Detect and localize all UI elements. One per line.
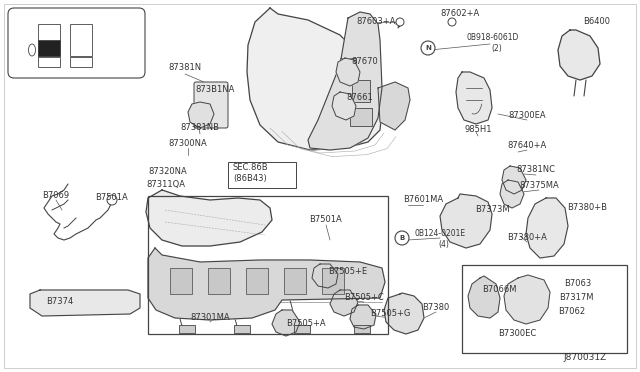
Polygon shape	[468, 276, 500, 318]
Polygon shape	[500, 180, 524, 208]
Bar	[234, 325, 250, 333]
Bar	[38, 57, 60, 67]
Circle shape	[448, 18, 456, 26]
Polygon shape	[30, 290, 140, 316]
Bar	[462, 265, 627, 353]
Text: B7300EC: B7300EC	[498, 330, 536, 339]
Text: B7317M: B7317M	[559, 294, 593, 302]
Bar	[208, 268, 230, 294]
Text: 87603+A: 87603+A	[356, 17, 396, 26]
Text: 985H1: 985H1	[464, 125, 492, 135]
Text: B: B	[399, 235, 404, 241]
Bar	[350, 108, 372, 126]
Bar	[38, 24, 60, 56]
Bar	[322, 268, 344, 294]
Bar	[70, 24, 92, 56]
Text: 87301MA: 87301MA	[190, 314, 230, 323]
Text: (2): (2)	[492, 44, 502, 52]
Bar	[170, 268, 192, 294]
Bar	[38, 40, 60, 56]
Circle shape	[396, 18, 404, 26]
Text: 87300NA: 87300NA	[168, 138, 207, 148]
Polygon shape	[146, 190, 272, 246]
Text: (4): (4)	[438, 240, 449, 248]
Text: B7501A: B7501A	[310, 215, 342, 224]
Text: 87640+A: 87640+A	[508, 141, 547, 150]
Text: 87602+A: 87602+A	[440, 10, 479, 19]
Text: B7505+E: B7505+E	[328, 267, 367, 276]
Text: 0B918-6061D: 0B918-6061D	[467, 33, 519, 42]
Text: 87661: 87661	[347, 93, 373, 103]
Text: B7063: B7063	[564, 279, 591, 289]
Text: B6400: B6400	[584, 17, 611, 26]
Text: B7374: B7374	[46, 298, 74, 307]
FancyBboxPatch shape	[8, 8, 145, 78]
Text: B7373M: B7373M	[475, 205, 509, 215]
Text: B7062: B7062	[559, 307, 586, 315]
Polygon shape	[440, 194, 492, 248]
Polygon shape	[526, 198, 568, 258]
Text: 87381NC: 87381NC	[516, 166, 556, 174]
Text: B7069: B7069	[42, 192, 70, 201]
Bar	[179, 325, 195, 333]
Bar	[148, 196, 388, 334]
Text: SEC.86B: SEC.86B	[232, 164, 268, 173]
Text: 87381NB: 87381NB	[180, 124, 220, 132]
Polygon shape	[350, 305, 376, 329]
Polygon shape	[456, 72, 492, 124]
Text: 87375MA: 87375MA	[519, 180, 559, 189]
Bar	[246, 268, 268, 294]
Text: 87300EA: 87300EA	[508, 112, 546, 121]
Bar	[70, 57, 92, 67]
Circle shape	[395, 231, 409, 245]
Text: B7380+A: B7380+A	[507, 234, 547, 243]
Text: 87670: 87670	[351, 58, 378, 67]
Bar	[340, 58, 356, 72]
Circle shape	[107, 195, 117, 205]
Polygon shape	[504, 275, 550, 324]
Bar	[284, 268, 306, 294]
Bar	[228, 162, 296, 188]
Ellipse shape	[29, 44, 35, 56]
Polygon shape	[247, 8, 382, 150]
Bar	[294, 325, 310, 333]
Polygon shape	[336, 58, 360, 86]
Polygon shape	[384, 293, 424, 334]
Text: B7066M: B7066M	[482, 285, 516, 295]
Polygon shape	[332, 92, 356, 120]
Bar	[352, 80, 370, 102]
Text: 87381N: 87381N	[168, 64, 202, 73]
Text: 873B1NA: 873B1NA	[195, 86, 235, 94]
Polygon shape	[378, 82, 410, 130]
Text: J870031Z: J870031Z	[563, 353, 607, 362]
Text: B7505+C: B7505+C	[344, 294, 384, 302]
Text: B7505+A: B7505+A	[286, 320, 326, 328]
Text: N: N	[425, 45, 431, 51]
Text: B7601MA: B7601MA	[403, 196, 443, 205]
Text: B7505+G: B7505+G	[370, 310, 410, 318]
Text: B7380+B: B7380+B	[567, 203, 607, 212]
Polygon shape	[188, 102, 214, 128]
Text: 87311QA: 87311QA	[147, 180, 186, 189]
Text: B7501A: B7501A	[95, 193, 129, 202]
Polygon shape	[148, 248, 385, 320]
Text: 0B124-0201E: 0B124-0201E	[415, 230, 465, 238]
FancyBboxPatch shape	[194, 82, 228, 128]
Polygon shape	[502, 166, 526, 194]
Polygon shape	[558, 30, 600, 80]
Polygon shape	[312, 264, 338, 288]
Circle shape	[421, 41, 435, 55]
Bar	[354, 325, 370, 333]
Text: 87320NA: 87320NA	[148, 167, 188, 176]
Polygon shape	[308, 12, 382, 150]
Text: B7380: B7380	[422, 304, 450, 312]
Polygon shape	[330, 290, 358, 316]
Text: (86B43): (86B43)	[233, 174, 267, 183]
Polygon shape	[272, 310, 300, 336]
